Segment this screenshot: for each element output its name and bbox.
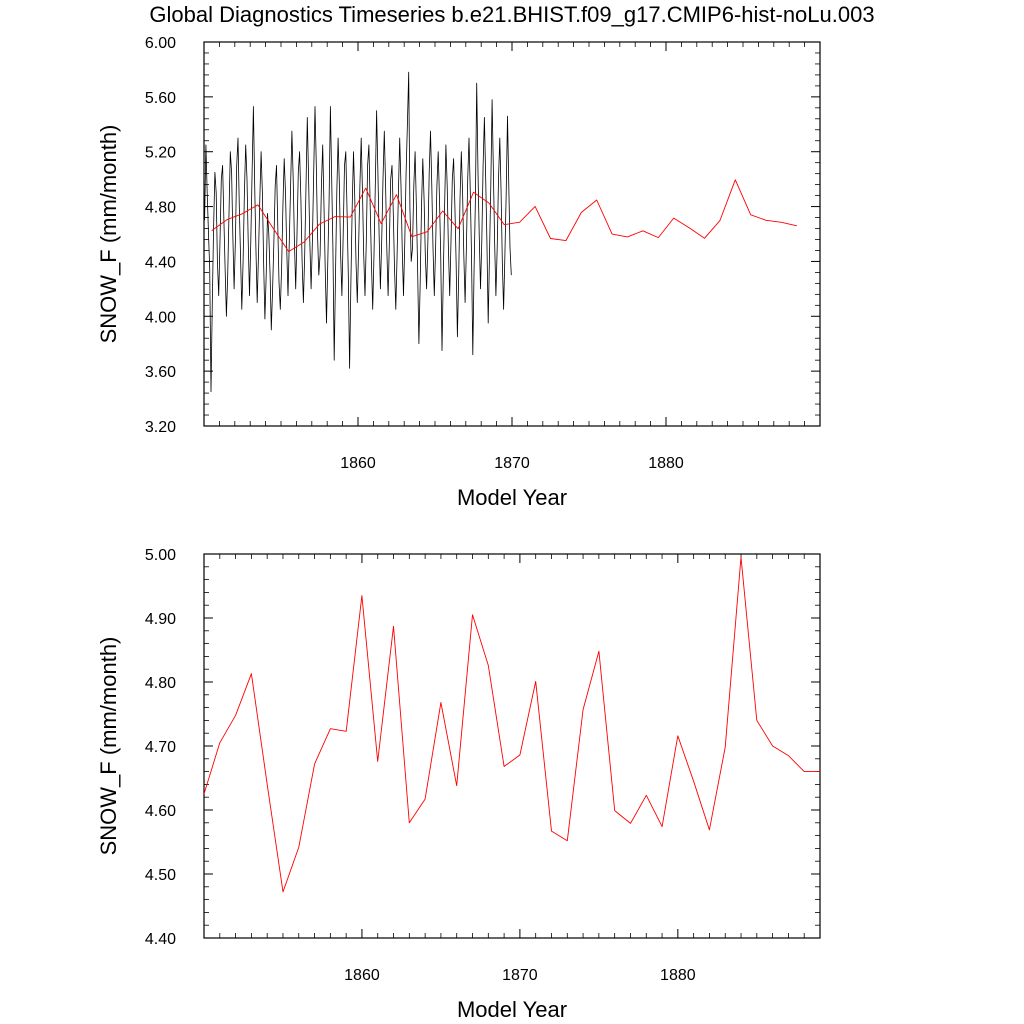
annual-series-line	[211, 179, 797, 253]
y-tick-label: 4.80	[145, 200, 176, 217]
x-tick-label: 1880	[648, 455, 684, 472]
figure-title: Global Diagnostics Timeseries b.e21.BHIS…	[149, 2, 875, 27]
y-tick-label: 4.50	[145, 867, 176, 884]
y-tick-label: 4.40	[145, 254, 176, 271]
y-axis-title: SNOW_F (mm/month)	[96, 125, 121, 344]
y-tick-label: 4.40	[145, 931, 176, 948]
annual-series-line	[203, 556, 820, 893]
y-tick-label: 5.60	[145, 90, 176, 107]
y-tick-label: 4.70	[145, 739, 176, 756]
y-tick-label: 6.00	[145, 35, 176, 52]
y-tick-label: 4.80	[145, 675, 176, 692]
plot-frame	[203, 553, 821, 939]
x-tick-label: 1870	[502, 967, 538, 984]
chart-panel-2: 4.40 4.50 4.60 4.70 4.80 4.90 5.00 1860 1870 1880…	[96, 547, 821, 1022]
x-tick-label: 1870	[494, 455, 530, 472]
monthly-series-line	[204, 71, 512, 393]
plot-frame	[203, 41, 821, 427]
x-axis-title: Model Year	[457, 485, 567, 510]
x-axis-title: Model Year	[457, 997, 567, 1022]
y-tick-label: 5.00	[145, 547, 176, 564]
y-tick-label: 4.00	[145, 309, 176, 326]
x-tick-label: 1860	[344, 967, 380, 984]
y-tick-label: 4.90	[145, 611, 176, 628]
chart-panel-1: 3.20 3.60 4.00 4.40 4.80 5.20 5.60 6.00 1860 1870…	[96, 35, 821, 510]
y-axis-title: SNOW_F (mm/month)	[96, 637, 121, 856]
y-tick-label: 5.20	[145, 145, 176, 162]
y-tick-label: 4.60	[145, 803, 176, 820]
x-tick-label: 1860	[340, 455, 376, 472]
x-tick-label: 1880	[660, 967, 696, 984]
y-tick-label: 3.20	[145, 419, 176, 436]
y-tick-label: 3.60	[145, 364, 176, 381]
